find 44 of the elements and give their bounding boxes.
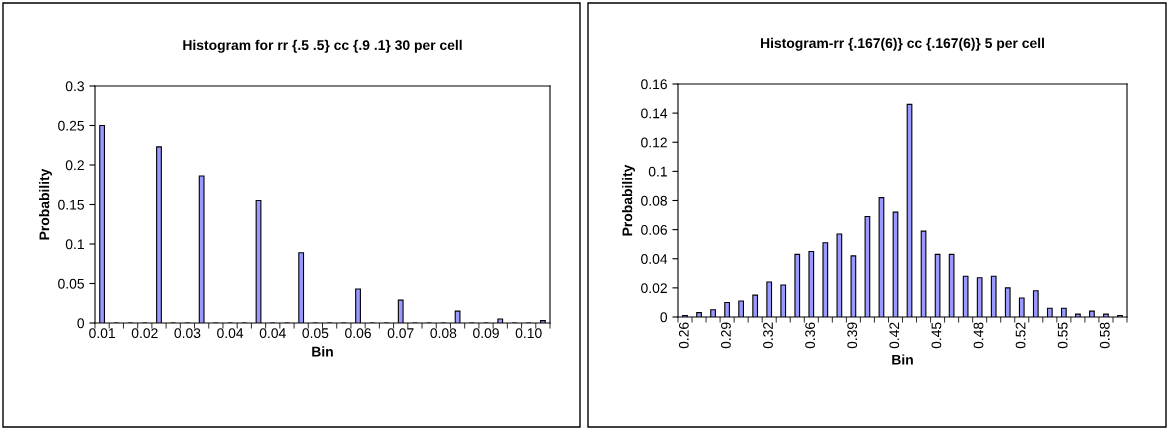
y-tick-label: 0.16 — [641, 79, 667, 90]
y-tick-label: 0.25 — [58, 120, 84, 131]
x-tick-label: 0.02 — [131, 328, 158, 339]
x-axis-title: Bin — [312, 346, 333, 357]
x-tick-label: 0.55 — [1057, 322, 1068, 349]
x-tick-label: 0.09 — [473, 328, 499, 339]
x-tick-label: 0.01 — [89, 328, 115, 339]
x-tick-label: 0.04 — [217, 328, 244, 339]
y-tick-label: 0.1 — [648, 166, 667, 177]
x-tick-label: 0.04 — [259, 328, 286, 339]
y-axis-title: Probability — [622, 164, 635, 236]
x-tick-label: 0.52 — [1015, 322, 1026, 349]
y-tick-label: 0.05 — [58, 278, 84, 289]
x-tick-label: 0.03 — [174, 328, 201, 339]
x-tick-label: 0.39 — [847, 322, 858, 349]
y-tick-label: 0.2 — [65, 160, 84, 171]
y-tick-label: 0.15 — [58, 199, 84, 210]
x-tick-label: 0.07 — [387, 328, 414, 339]
y-tick-label: 0.3 — [65, 81, 84, 92]
x-tick-label: 0.32 — [763, 322, 773, 349]
y-tick-label: 0.02 — [641, 283, 667, 294]
chart-title: Histogram-rr {.167(6)} cc {.167(6)} 5 per cell — [761, 37, 1044, 51]
x-tick-label: 0.10 — [515, 328, 542, 339]
x-tick-label: 0.48 — [973, 322, 984, 349]
x-axis-title: Bin — [892, 354, 913, 365]
y-tick-label: 0.04 — [641, 254, 668, 264]
x-tick-label: 0.05 — [302, 328, 329, 339]
y-tick-label: 0.08 — [641, 195, 667, 206]
y-tick-label: 0.14 — [641, 108, 668, 119]
x-tick-label: 0.42 — [889, 322, 900, 349]
x-tick-label: 0.36 — [805, 322, 816, 349]
x-tick-label: 0.45 — [931, 322, 942, 349]
y-axis-title: Probability — [39, 168, 52, 240]
y-tick-label: 0.12 — [641, 137, 667, 148]
x-tick-label: 0.58 — [1099, 322, 1110, 349]
y-tick-label: 0.1 — [65, 239, 84, 250]
y-tick-label: 0 — [77, 318, 85, 329]
x-tick-label: 0.26 — [678, 322, 689, 349]
x-tick-label: 0.29 — [721, 322, 731, 349]
y-tick-label: 0.06 — [641, 224, 667, 235]
x-tick-label: 0.06 — [345, 328, 371, 339]
x-tick-label: 0.08 — [430, 328, 457, 339]
chart-title: Histogram for rr {.5 .5} cc {.9 .1} 30 per cell — [183, 39, 462, 53]
y-tick-label: 0 — [660, 312, 668, 323]
